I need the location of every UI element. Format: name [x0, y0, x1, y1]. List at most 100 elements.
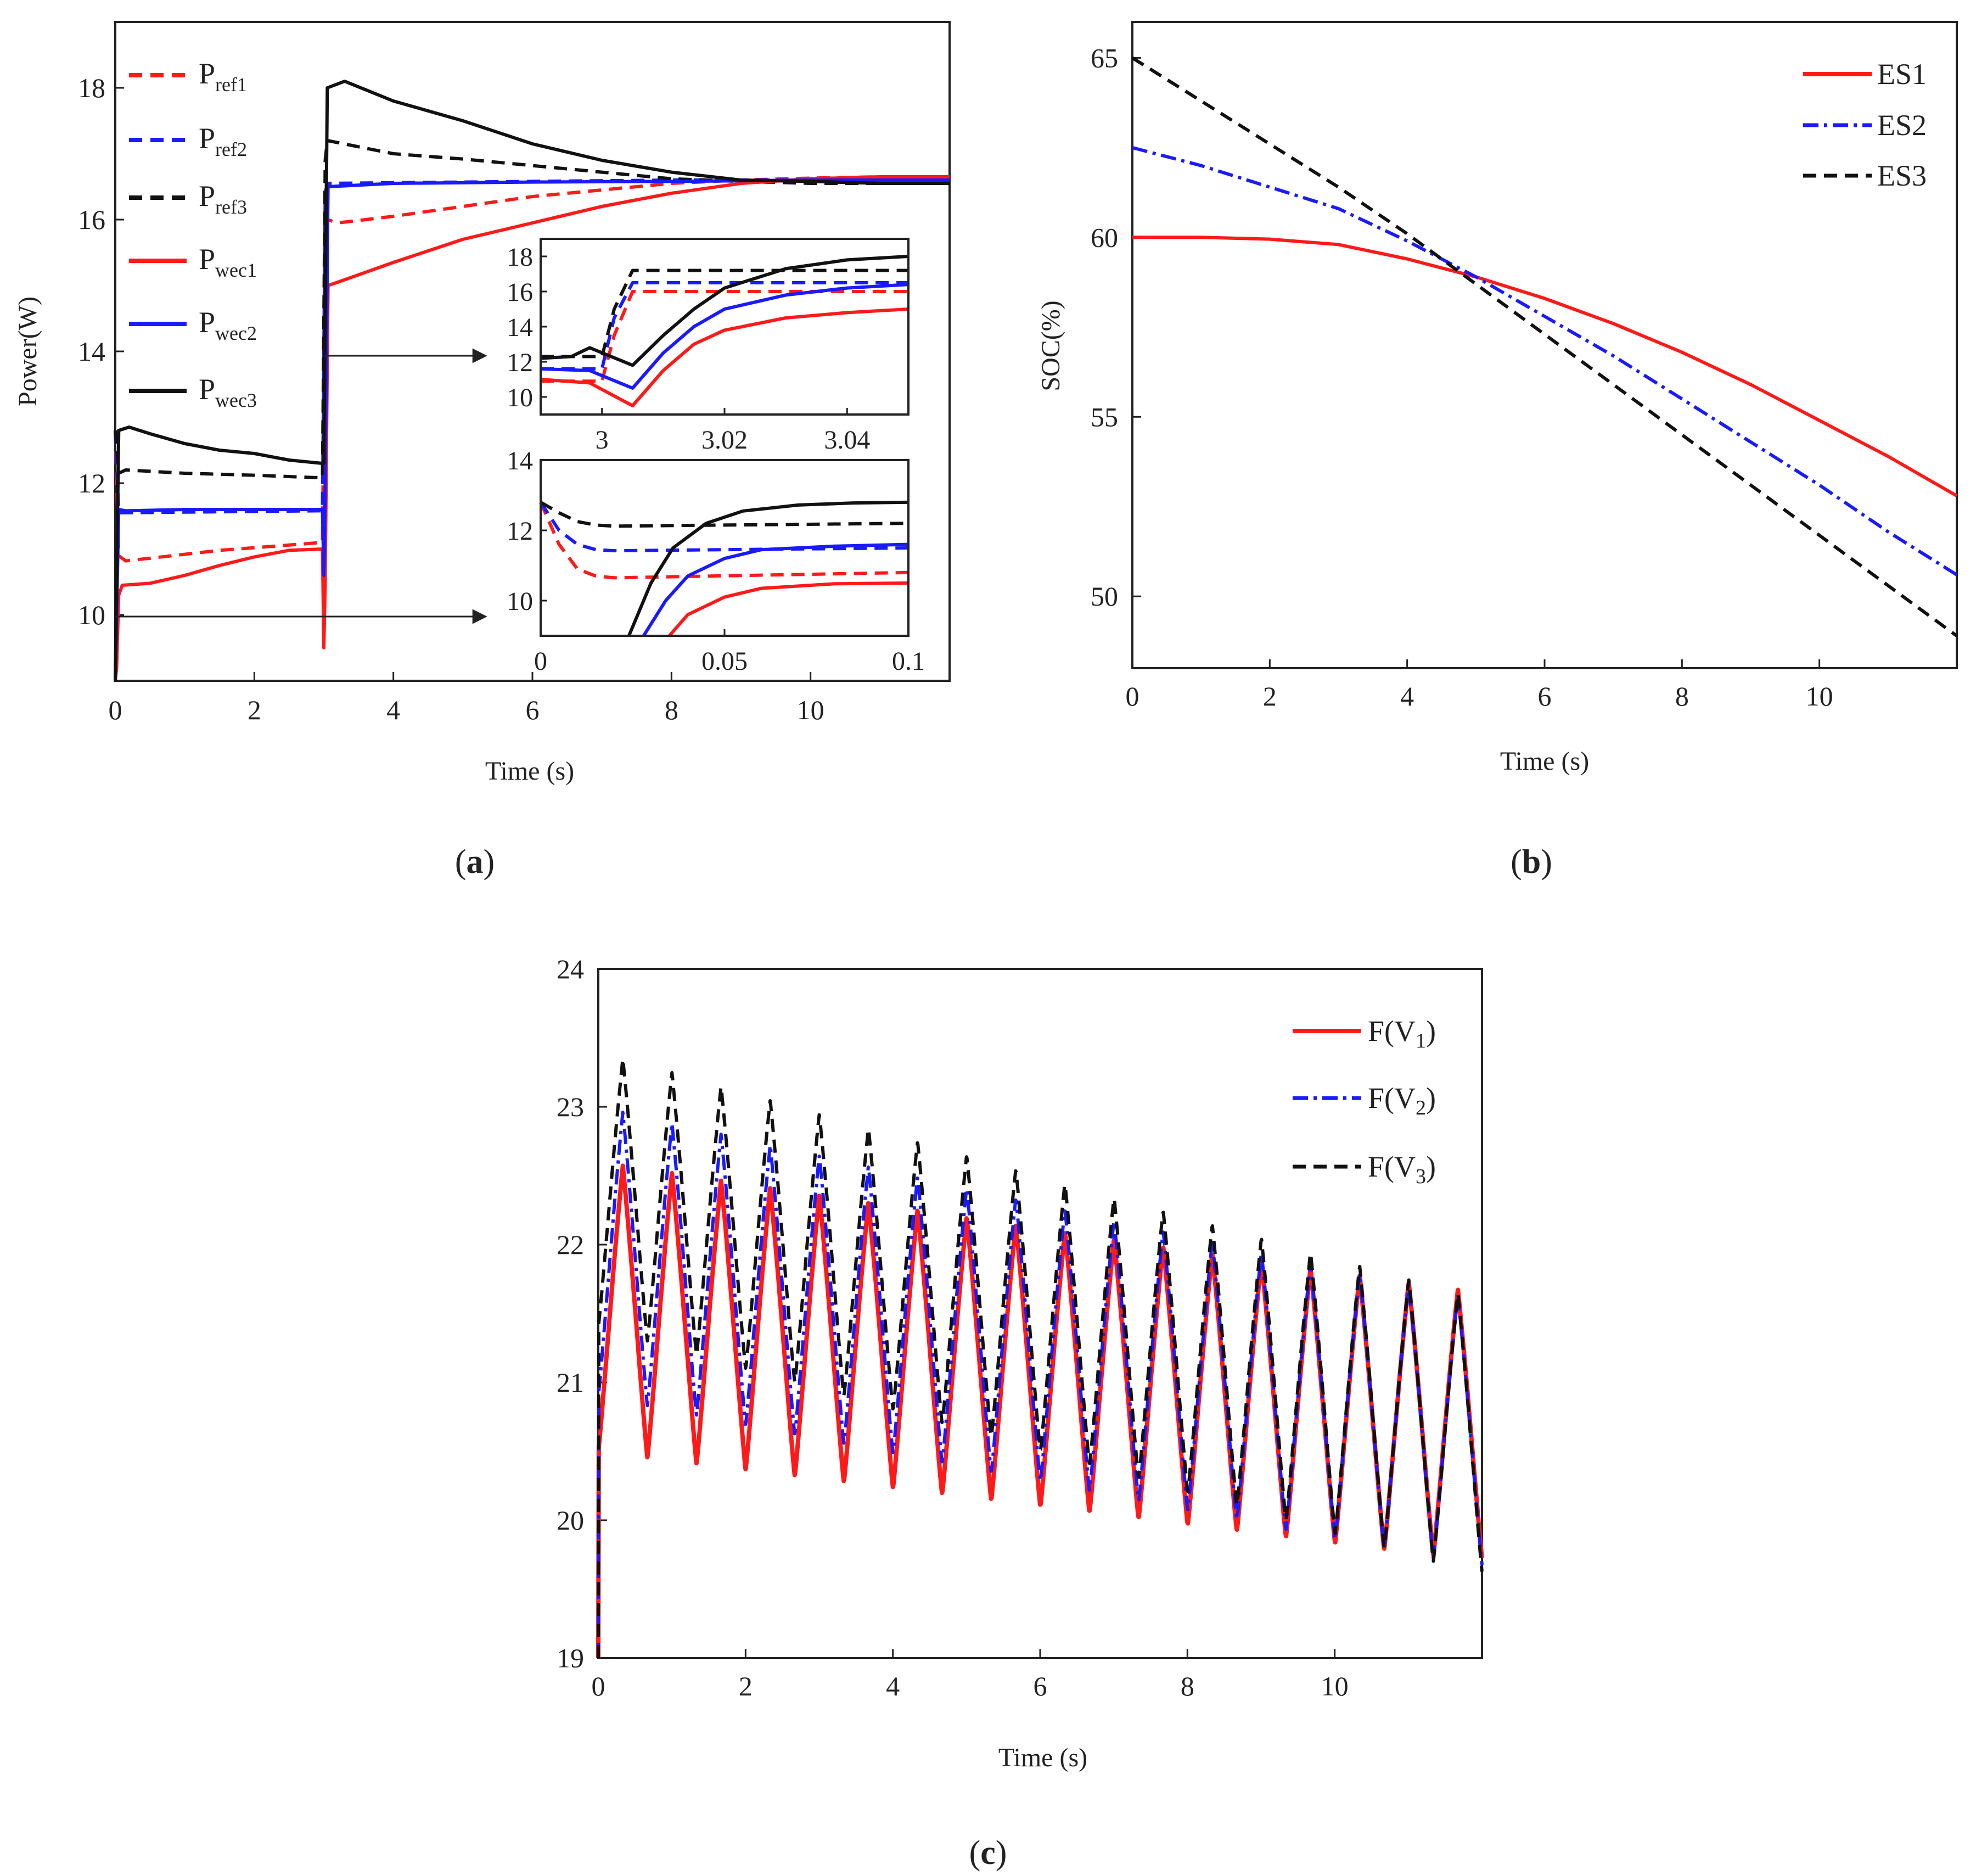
panel-b-y-axis-label: SOC(%) — [1036, 300, 1065, 391]
panel-c-y-ticks: 19 20 21 22 23 24 — [557, 954, 607, 1673]
legend-entry-pwec1: Pwec1 — [129, 243, 257, 281]
panel-c-x-tick-label: 8 — [1181, 1671, 1194, 1701]
panel-c-x-axis-label: Time (s) — [998, 1743, 1087, 1772]
panel-a-y-ticks: 10 12 14 16 18 — [78, 72, 124, 630]
panel-b-series-es1 — [1132, 236, 1958, 497]
legend-label-pref2: Pref2 — [199, 122, 247, 160]
legend-entry-fv3: F(V3) — [1293, 1150, 1436, 1188]
panel-b-y-tick-label: 60 — [1091, 222, 1118, 253]
panel-b-x-tick-label: 8 — [1675, 681, 1689, 712]
panel-b-y-tick-label: 55 — [1091, 401, 1118, 432]
inset-zoom-3s-series-pref2 — [541, 281, 908, 371]
legend-label-pref1: Pref1 — [199, 57, 247, 96]
inset-zoom-start-ticks: 0 0.05 0.1 10 12 14 — [507, 446, 925, 676]
inset-zoom-start-y-tick-label: 10 — [507, 587, 533, 616]
legend-label-pref3: Pref3 — [199, 180, 247, 218]
panel-c-x-tick-label: 6 — [1034, 1671, 1047, 1701]
inset-zoom-start-series — [539, 500, 909, 637]
legend-entry-pwec3: Pwec3 — [129, 373, 257, 411]
legend-entry-fv1: F(V1) — [1293, 1015, 1436, 1052]
legend-label-fv2: F(V2) — [1368, 1082, 1436, 1119]
panel-a-x-tick-label: 8 — [665, 695, 678, 725]
panel-c-series-fv3 — [597, 1057, 1484, 1659]
panel-b-label: (b) — [1511, 843, 1552, 881]
panel-a-series-pwec1 — [114, 175, 950, 681]
inset-zoom-start-series-pref3 — [540, 501, 909, 528]
panel-c-series-group — [596, 1057, 1484, 1659]
panel-b-x-tick-label: 4 — [1400, 681, 1414, 712]
panel-b-x-tick-label: 6 — [1538, 681, 1552, 712]
panel-b-series-es3 — [1131, 56, 1958, 637]
legend-label-pwec2: Pwec2 — [199, 306, 257, 344]
panel-b-y-ticks: 50 55 60 65 — [1091, 42, 1141, 612]
inset-zoom-start-x-tick-label: 0.05 — [701, 647, 748, 676]
panel-a-x-tick-label: 6 — [526, 695, 540, 725]
panel-b-legend: ES1 ES2 ES3 — [1803, 58, 1927, 192]
panel-b-series-es2 — [1132, 145, 1958, 576]
panel-a-x-tick-label: 0 — [109, 695, 122, 725]
panel-a-y-tick-label: 14 — [78, 336, 105, 367]
panel-b: 0 2 4 6 8 10 50 55 60 65 Time (s) SOC(%) ES1 ES2… — [1036, 21, 1958, 881]
panel-c-x-ticks: 0 2 4 6 8 10 — [592, 1649, 1349, 1701]
legend-label-pwec1: Pwec1 — [199, 243, 257, 281]
inset-zoom-3s-series-pwec3 — [540, 255, 909, 367]
inset-zoom-3s-y-tick-label: 16 — [507, 278, 533, 307]
legend-label-es2: ES2 — [1877, 109, 1927, 142]
inset-zoom-3s-y-tick-label: 10 — [507, 383, 533, 412]
legend-entry-pref2: Pref2 — [129, 122, 247, 160]
panel-a-inset-zoom-3s: 3 3.02 3.04 10 12 14 16 18 — [507, 238, 910, 455]
inset-zoom-3s-y-tick-label: 18 — [507, 243, 533, 272]
panel-a-y-tick-label: 18 — [78, 72, 105, 103]
panel-a-legend: Pref1 Pref2 Pref3 Pwec1 Pwec2 Pwec3 — [129, 57, 257, 411]
inset-zoom-start-series-pwec3 — [627, 500, 909, 637]
panel-a-x-axis-label: Time (s) — [485, 757, 574, 786]
legend-entry-fv2: F(V2) — [1293, 1082, 1436, 1119]
panel-c-legend: F(V1) F(V2) F(V3) — [1293, 1015, 1436, 1188]
panel-b-plot-frame — [1131, 21, 1958, 669]
panel-a-y-tick-label: 16 — [78, 204, 105, 235]
inset-zoom-start-series-pwec2 — [642, 542, 909, 637]
panel-c-y-tick-label: 21 — [557, 1367, 584, 1398]
panel-b-x-axis-label: Time (s) — [1500, 747, 1589, 776]
panel-a-y-tick-label: 10 — [78, 600, 105, 630]
panel-b-y-tick-label: 50 — [1091, 581, 1118, 612]
legend-label-fv3: F(V3) — [1368, 1150, 1436, 1188]
legend-label-pwec3: Pwec3 — [199, 373, 257, 411]
inset-zoom-3s-x-tick-label: 3.02 — [701, 425, 748, 455]
inset-zoom-start-y-tick-label: 12 — [507, 517, 533, 546]
panel-a-inset-zoom-start: 0 0.05 0.1 10 12 14 — [507, 446, 925, 676]
inset-zoom-3s-ticks: 3 3.02 3.04 10 12 14 16 18 — [507, 243, 870, 455]
inset-zoom-start-x-tick-label: 0.1 — [892, 647, 925, 676]
inset-zoom-3s-x-tick-label: 3 — [596, 425, 609, 455]
inset-zoom-3s-background — [541, 239, 908, 415]
legend-entry-pref3: Pref3 — [129, 180, 247, 218]
panel-c-x-tick-label: 4 — [886, 1671, 900, 1701]
inset-zoom-3s-series-pwec2 — [540, 283, 909, 390]
legend-entry-es1: ES1 — [1803, 58, 1927, 91]
panel-b-x-tick-label: 2 — [1263, 681, 1277, 712]
panel-c-y-tick-label: 23 — [557, 1091, 584, 1122]
panel-a-series-pwec2 — [114, 178, 950, 681]
legend-label-es3: ES3 — [1877, 159, 1927, 192]
legend-label-es1: ES1 — [1877, 58, 1927, 91]
panel-c-y-tick-label: 24 — [557, 954, 584, 984]
inset-zoom-3s-series-pref1 — [541, 290, 908, 383]
panel-c-x-tick-label: 10 — [1321, 1671, 1349, 1701]
panel-c-label: (c) — [969, 1834, 1007, 1872]
legend-entry-es2: ES2 — [1803, 109, 1927, 142]
inset-zoom-start-x-tick-label: 0 — [534, 647, 547, 676]
panel-a-y-tick-label: 12 — [78, 468, 105, 499]
panel-a-y-axis-label: Power(W) — [13, 296, 42, 406]
inset-zoom-start-series-pwec1 — [668, 581, 909, 637]
panel-c-x-tick-label: 0 — [592, 1671, 605, 1701]
inset-zoom-3s-series-pwec1 — [540, 307, 909, 407]
inset-zoom-3s-series-pref3 — [541, 268, 908, 359]
panel-a-x-tick-label: 10 — [797, 695, 824, 725]
inset-zoom-start-series-pref1 — [539, 501, 909, 580]
panel-a-series-pwec3 — [114, 80, 950, 681]
panel-a-x-tick-label: 2 — [248, 695, 261, 725]
panel-c-y-tick-label: 22 — [557, 1229, 584, 1260]
panel-a-x-ticks: 0 2 4 6 8 10 — [109, 672, 824, 725]
panel-c-series-fv2 — [597, 1111, 1484, 1659]
panel-a-x-tick-label: 4 — [386, 695, 400, 725]
